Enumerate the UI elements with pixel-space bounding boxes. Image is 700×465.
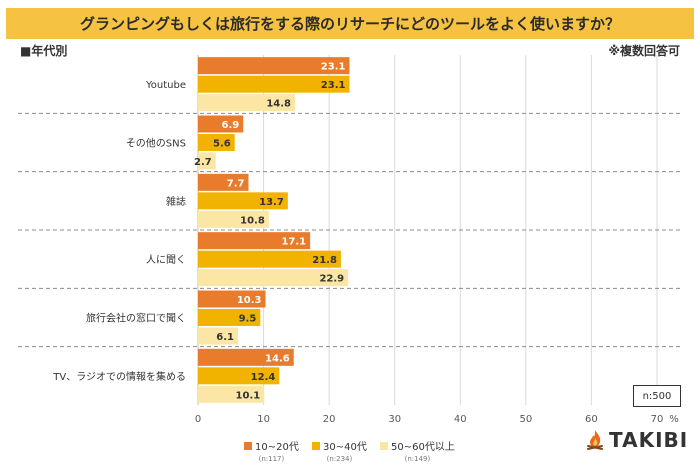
legend-label-3: 50~60代以上	[391, 442, 455, 453]
data-label: 6.1	[216, 332, 234, 343]
legend-n-3: (n:149)	[404, 455, 431, 463]
bar	[198, 309, 261, 326]
data-label: 14.6	[265, 353, 290, 364]
data-label: 14.8	[266, 99, 291, 110]
data-label: 23.1	[321, 80, 346, 91]
legend-item-2: 30~40代 (n:234)	[312, 438, 367, 463]
bar	[198, 173, 249, 191]
data-label: 12.4	[251, 372, 276, 383]
subset-label: ■年代別	[20, 44, 68, 58]
bar	[198, 348, 294, 366]
data-label: 22.9	[319, 274, 344, 285]
bar	[198, 210, 269, 228]
bar	[198, 115, 244, 133]
bar	[198, 232, 311, 250]
legend-label-2: 30~40代	[323, 442, 367, 453]
campfire-icon	[587, 430, 603, 450]
x-tick-label: 40	[454, 414, 467, 425]
bar	[198, 385, 265, 403]
legend-item-3: 50~60代以上 (n:149)	[380, 438, 455, 463]
legend-swatch-3	[380, 441, 388, 450]
x-tick-label: 50	[519, 414, 532, 425]
data-label: 17.1	[281, 237, 306, 248]
brand-logo: TAKIBI	[585, 428, 688, 452]
title-bar: グランピングもしくは旅行をする際のリサーチにどのツールをよく使いますか？	[6, 8, 694, 39]
x-unit-label: %	[669, 414, 679, 425]
legend-label-1: 10~20代	[255, 442, 299, 453]
bar	[198, 134, 235, 151]
x-tick-label: 60	[585, 414, 598, 425]
x-tick-label: 20	[323, 414, 336, 425]
bar	[198, 94, 296, 112]
category-label: その他のSNS	[126, 137, 186, 150]
data-label: 13.7	[259, 197, 284, 208]
bar	[198, 269, 349, 287]
bar	[198, 152, 216, 170]
data-label: 23.1	[321, 62, 346, 73]
bar	[198, 192, 288, 210]
chart-title: グランピングもしくは旅行をする際のリサーチにどのツールをよく使いますか？	[79, 15, 620, 33]
bar	[198, 367, 280, 385]
multiple-answer-note: ※複数回答可	[608, 44, 680, 58]
category-label: Youtube	[145, 80, 186, 91]
sample-size-box: n:500	[633, 385, 681, 407]
legend-n-1: (n:117)	[258, 455, 285, 463]
data-label: 9.5	[239, 314, 257, 325]
legend-n-2: (n:234)	[326, 455, 353, 463]
legend-swatch-2	[312, 441, 320, 450]
legend-item-1: 10~20代 (n:117)	[244, 438, 299, 463]
data-label: 2.7	[194, 157, 212, 168]
x-tick-label: 10	[257, 414, 270, 425]
bar	[198, 327, 238, 345]
category-label: 人に聞く	[146, 254, 186, 266]
category-label: 旅行会社の窓口で聞く	[86, 312, 186, 325]
data-label: 21.8	[312, 255, 337, 266]
x-tick-label: 30	[388, 414, 401, 425]
data-label: 10.1	[236, 390, 261, 401]
bar	[198, 250, 341, 268]
data-label: 10.3	[237, 295, 262, 306]
category-label: 雑誌	[166, 195, 186, 208]
brand-wordmark: TAKIBI	[609, 428, 689, 452]
bar	[198, 75, 350, 93]
data-label: 5.6	[213, 139, 231, 150]
bar	[198, 290, 266, 308]
bar	[198, 57, 350, 75]
data-label: 10.8	[240, 215, 265, 226]
category-label: TV、ラジオでの情報を集める	[52, 370, 186, 383]
data-label: 6.9	[222, 120, 240, 131]
legend-swatch-1	[244, 441, 252, 450]
x-tick-label: 70	[651, 414, 664, 425]
data-label: 7.7	[227, 178, 245, 189]
x-tick-label: 0	[195, 414, 201, 425]
